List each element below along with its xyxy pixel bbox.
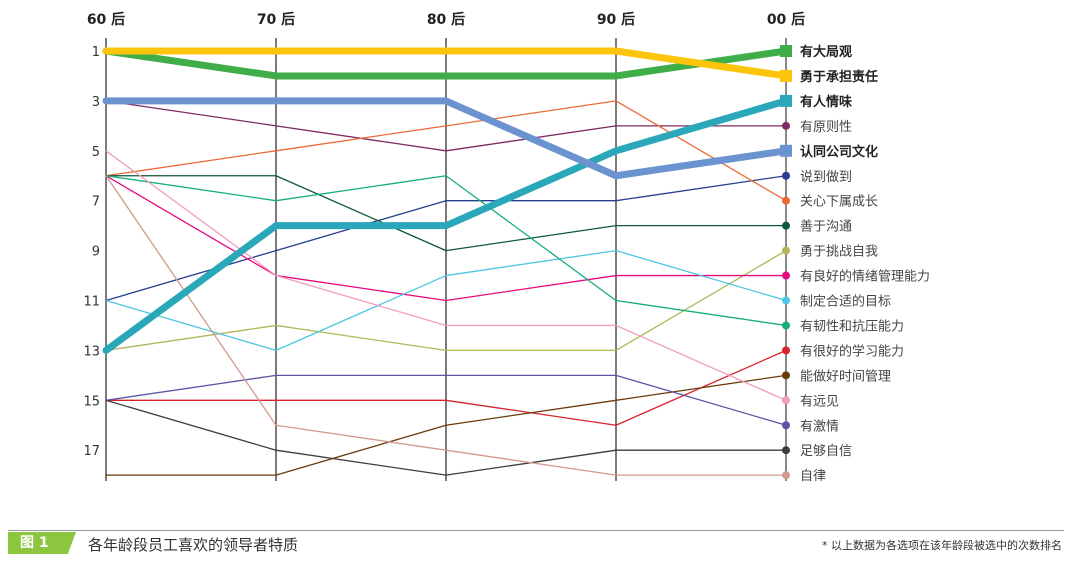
y-tick-label: 7: [92, 195, 100, 210]
series-start-marker: [102, 97, 110, 105]
x-tick-label: 60 后: [87, 11, 125, 28]
x-tick-label: 80 后: [427, 11, 465, 28]
series-label: 有原则性: [800, 120, 852, 135]
series-line: [106, 47, 787, 80]
series-label: 自律: [800, 469, 826, 484]
series-end-marker: [782, 371, 790, 380]
series-label: 勇于挑战自我: [800, 245, 878, 260]
y-tick-label: 11: [83, 295, 100, 310]
series-end-marker: [780, 144, 792, 157]
series-line: [106, 349, 787, 426]
series-label: 关心下属成长: [800, 195, 878, 210]
series-end-marker: [782, 171, 790, 180]
series-label: 善于沟通: [800, 219, 852, 235]
x-tick-label: 70 后: [257, 11, 295, 28]
series-end-marker: [780, 69, 792, 82]
series-line: [106, 175, 786, 252]
y-tick-label: 17: [83, 444, 100, 459]
series-end-marker: [780, 94, 792, 107]
series-line: [105, 47, 787, 80]
series-label: 认同公司文化: [800, 144, 878, 160]
series-end-marker: [780, 45, 792, 57]
bump-chart: 60 后 70 后 80 后 90 后 00 后1357911131517有大局观勇于承…: [83, 11, 930, 484]
series-end-marker: [782, 296, 790, 305]
series-label: 说到做到: [800, 170, 852, 185]
series-label: 有人情味: [800, 94, 852, 110]
series-label: 勇于承担责任: [800, 69, 878, 85]
series-end-marker: [782, 421, 790, 430]
y-tick-label: 5: [92, 145, 100, 160]
series-end-marker: [782, 446, 790, 455]
x-tick-label: 00 后: [767, 11, 805, 28]
series-end-marker: [782, 121, 790, 130]
series-label: 有良好的情绪管理能力: [800, 269, 930, 285]
series-label: 有很好的学习能力: [800, 343, 904, 359]
series-line: [105, 399, 786, 476]
series-line: [105, 175, 787, 327]
series-end-marker: [782, 246, 790, 255]
y-tick-label: 1: [92, 45, 100, 60]
series-end-marker: [782, 346, 790, 355]
y-tick-label: 13: [83, 344, 100, 359]
series-label: 有激情: [800, 419, 839, 434]
series-end-marker: [782, 321, 790, 330]
series-line: [106, 97, 787, 180]
series-line: [105, 249, 787, 352]
series-end-marker: [782, 396, 790, 405]
y-tick-label: 3: [92, 95, 100, 110]
series-label: 制定合适的目标: [800, 294, 891, 310]
chart-note: * 以上数据为各选项在该年龄段被选中的次数排名: [822, 539, 1062, 552]
x-tick-label: 90 后: [597, 11, 635, 28]
series-end-marker: [782, 471, 790, 480]
series-line: [105, 150, 787, 401]
series-label: 足够自信: [800, 444, 852, 459]
series-start-marker: [102, 47, 110, 55]
series-end-marker: [782, 271, 790, 280]
series-start-marker: [102, 346, 110, 354]
series-label: 有远见: [800, 394, 839, 409]
y-tick-label: 15: [83, 394, 100, 409]
series-line: [103, 97, 787, 354]
y-tick-label: 9: [92, 245, 100, 260]
figure-label: 图 1: [8, 532, 76, 554]
series-end-marker: [782, 196, 790, 205]
series-line: [105, 175, 786, 476]
series-label: 有韧性和抗压能力: [800, 319, 904, 334]
series-label: 能做好时间管理: [800, 369, 891, 384]
chart-title: 各年龄段员工喜欢的领导者特质: [88, 536, 299, 554]
series-end-marker: [782, 221, 790, 230]
series-label: 有大局观: [800, 44, 852, 60]
caption-divider: [8, 530, 1064, 531]
series-line: [105, 100, 786, 152]
series-line: [105, 175, 786, 302]
series-line: [105, 374, 787, 426]
